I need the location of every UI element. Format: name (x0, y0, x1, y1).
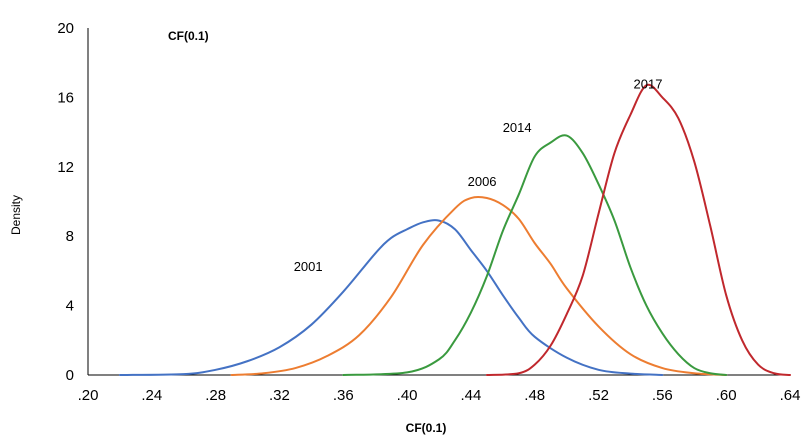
x-tick-label: .28 (205, 387, 226, 404)
y-tick-label: 20 (57, 20, 74, 37)
y-tick-label: 8 (66, 228, 74, 245)
x-tick-labels: .20 .24 .28 .32 .36 .40 .44 .48 .52 .56 .60 .64 (78, 387, 801, 404)
series-label-2006: 2006 (468, 174, 497, 189)
series-label-2001: 2001 (294, 259, 323, 274)
y-tick-label: 4 (66, 298, 74, 315)
series-label-2014: 2014 (503, 120, 532, 135)
series-layer: 2001 2006 2014 2017 (118, 77, 791, 376)
x-tick-label: .64 (780, 387, 801, 404)
x-tick-label: .60 (716, 387, 737, 404)
x-tick-label: .40 (397, 387, 418, 404)
series-line-2017 (485, 83, 791, 376)
series-label-2017: 2017 (634, 77, 663, 92)
x-tick-label: .20 (78, 387, 99, 404)
x-tick-label: .36 (333, 387, 354, 404)
y-tick-label: 12 (57, 159, 74, 176)
series-line-2006 (230, 195, 728, 376)
x-tick-label: .24 (141, 387, 162, 404)
y-tick-label: 0 (66, 367, 74, 384)
x-tick-label: .44 (460, 387, 481, 404)
x-tick-label: .32 (269, 387, 290, 404)
chart-title: CF(0.1) (168, 29, 209, 43)
x-tick-label: .56 (652, 387, 673, 404)
x-axis-label: CF(0.1) (406, 421, 447, 435)
y-axis-label: Density (9, 195, 23, 235)
x-tick-label: .52 (588, 387, 609, 404)
y-tick-label: 16 (57, 89, 74, 106)
x-tick-label: .48 (524, 387, 545, 404)
y-tick-labels: 0 4 8 12 16 20 (57, 20, 74, 384)
series-line-2014 (342, 134, 728, 376)
